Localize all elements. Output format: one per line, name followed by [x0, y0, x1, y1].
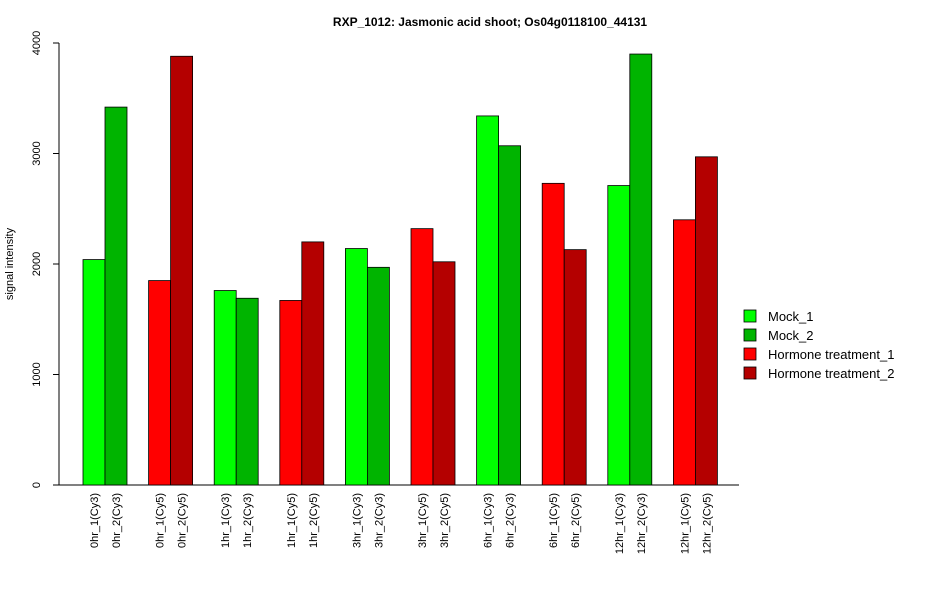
x-tick-label: 1hr_1(Cy3): [220, 493, 232, 548]
legend-swatch: [743, 309, 757, 323]
legend-swatch: [743, 347, 757, 361]
bar: [235, 297, 259, 486]
x-tick-label: 0hr_1(Cy5): [155, 493, 167, 548]
x-tick-label: 12hr_1(Cy5): [679, 493, 691, 554]
x-tick-label: 0hr_2(Cy5): [177, 493, 189, 548]
chart-title: RXP_1012: Jasmonic acid shoot; Os04g0118…: [333, 15, 648, 29]
y-tick-label: 3000: [31, 141, 43, 165]
x-tick-label: 3hr_2(Cy3): [373, 493, 385, 548]
bar: [476, 115, 500, 486]
x-tick-label: 1hr_2(Cy3): [242, 493, 254, 548]
bar: [213, 290, 237, 486]
bar: [104, 106, 128, 486]
bar: [170, 55, 194, 486]
y-axis: 0 1000 2000 3000 4000: [31, 31, 60, 488]
bar: [673, 219, 696, 486]
y-tick-label: 0: [31, 482, 43, 488]
legend-label: Hormone treatment_1: [768, 347, 894, 362]
x-tick-label: 3hr_1(Cy5): [417, 493, 429, 548]
legend: Mock_1 Mock_2 Hormone treatment_1 Hormone t…: [743, 309, 894, 381]
y-tick-label: 1000: [31, 362, 43, 386]
x-tick-label: 1hr_1(Cy5): [286, 493, 298, 548]
legend-label: Hormone treatment_2: [768, 366, 894, 381]
legend-label: Mock_2: [768, 328, 814, 343]
legend-swatch: [743, 366, 757, 380]
x-tick-label: 6hr_2(Cy3): [505, 493, 517, 548]
bar: [344, 248, 368, 486]
bar: [498, 145, 522, 486]
x-tick-label: 6hr_1(Cy5): [548, 493, 560, 548]
x-tick-label: 6hr_1(Cy3): [483, 493, 495, 548]
x-tick-label: 3hr_1(Cy3): [351, 493, 363, 548]
bar: [279, 300, 303, 486]
y-axis-label: signal intensity: [4, 227, 16, 300]
x-tick-label: 12hr_2(Cy3): [636, 493, 648, 554]
x-tick-label: 12hr_1(Cy3): [614, 493, 626, 554]
x-tick-label: 1hr_2(Cy5): [308, 493, 320, 548]
y-tick-label: 4000: [31, 31, 43, 55]
bar-series: [82, 53, 718, 486]
bar: [629, 53, 653, 486]
bar: [366, 266, 390, 486]
bar: [82, 259, 106, 486]
bar: [607, 185, 631, 486]
x-tick-label: 3hr_2(Cy5): [439, 493, 451, 548]
x-tick-label: 6hr_2(Cy5): [570, 493, 582, 548]
x-tick-label: 0hr_1(Cy3): [89, 493, 101, 548]
bar: [301, 241, 325, 486]
legend-label: Mock_1: [768, 309, 814, 324]
bar: [148, 280, 172, 486]
bar: [563, 249, 587, 486]
x-tick-label: 12hr_2(Cy5): [701, 493, 713, 554]
x-tick-labels: 0hr_1(Cy3) 0hr_2(Cy3) 0hr_1(Cy5) 0hr_2(Cy5)…: [89, 493, 713, 554]
bar: [695, 156, 718, 486]
x-tick-label: 0hr_2(Cy3): [111, 493, 123, 548]
y-tick-label: 2000: [31, 252, 43, 276]
bar: [410, 228, 434, 486]
bar: [541, 182, 565, 486]
legend-swatch: [743, 328, 757, 342]
bar: [432, 261, 456, 486]
